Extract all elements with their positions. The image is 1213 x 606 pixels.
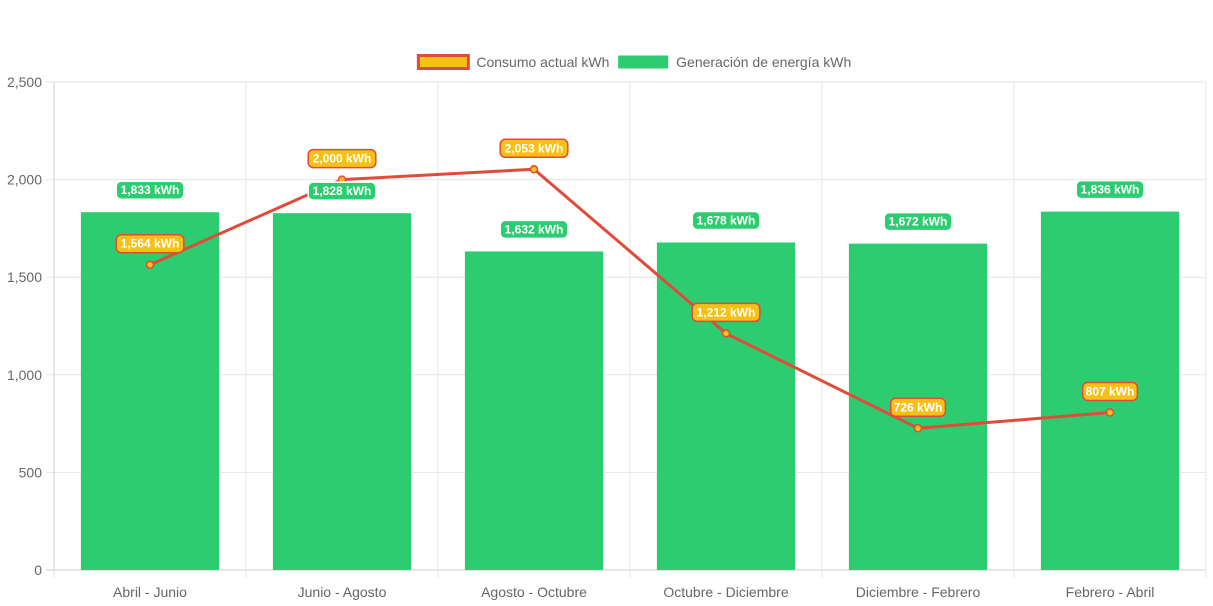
line-point[interactable]: [913, 424, 923, 433]
bar-data-label: 1,672 kWh: [883, 211, 953, 232]
x-axis: Abril - Junio Junio - Agosto Agosto - Octu…: [113, 584, 1154, 600]
line-point[interactable]: [529, 165, 539, 174]
y-tick-label: 1,000: [7, 367, 42, 383]
line-point[interactable]: [145, 260, 155, 269]
line-data-label-text: 726 kWh: [894, 400, 943, 414]
bar-data-label-text: 1,632 kWh: [505, 222, 564, 236]
y-tick-label: 0: [34, 562, 42, 578]
legend-label: Generación de energía kWh: [676, 54, 851, 70]
y-tick-label: 1,500: [7, 269, 42, 285]
line-data-label-box: [691, 302, 761, 323]
line-data-label: 1,212 kWh: [691, 302, 761, 323]
x-tick-label: Abril - Junio: [113, 584, 187, 600]
bar-data-label-box: [499, 219, 569, 240]
y-tick-label: 2,000: [7, 172, 42, 188]
line-data-label: 807 kWh: [1081, 381, 1139, 402]
bar-data-label: 1,632 kWh: [499, 219, 569, 240]
line-data-label-text: 1,564 kWh: [121, 237, 180, 251]
line-point[interactable]: [721, 329, 731, 338]
bar-data-label: 1,833 kWh: [115, 180, 185, 200]
y-tick-label: 2,500: [7, 74, 42, 90]
bar-data-label-box: [307, 181, 377, 201]
x-tick-label: Junio - Agosto: [298, 584, 387, 600]
legend-swatch: [416, 54, 470, 70]
data-labels: 1,833 kWh 1,828 kWh 1,632 kWh 1,678 kWh 1,67…: [115, 138, 1145, 418]
bar-data-label: 1,828 kWh: [307, 181, 377, 201]
legend-item[interactable]: Consumo actual kWh: [416, 54, 609, 70]
line-data-label-text: 1,212 kWh: [697, 305, 756, 319]
bar-data-label-box: [883, 211, 953, 232]
x-tick-label: Febrero - Abril: [1066, 584, 1155, 600]
bar-data-label-text: 1,672 kWh: [889, 215, 948, 229]
line-point[interactable]: [1105, 408, 1115, 417]
bar-data-label-text: 1,833 kWh: [121, 183, 180, 197]
line-data-label-text: 2,053 kWh: [505, 141, 564, 155]
line-data-label-box: [499, 138, 569, 159]
bar[interactable]: [656, 242, 796, 570]
x-tick-label: Diciembre - Febrero: [856, 584, 981, 600]
y-axis: 0 500 1,000 1,500 2,000 2,500: [7, 74, 42, 578]
line-data-label: 1,564 kWh: [115, 233, 185, 254]
legend: Consumo actual kWh Generación de energía …: [416, 54, 851, 70]
bar-data-label: 1,678 kWh: [691, 210, 761, 231]
line-data-label-box: [1081, 381, 1139, 402]
line-data-label: 2,000 kWh: [307, 148, 377, 169]
line-data-label-box: [115, 233, 185, 254]
x-tick-label: Agosto - Octubre: [481, 584, 587, 600]
line-data-label-box: [307, 148, 377, 169]
line-data-label: 726 kWh: [889, 397, 947, 418]
bar[interactable]: [464, 251, 604, 570]
bar[interactable]: [80, 212, 220, 570]
x-tick-label: Octubre - Diciembre: [663, 584, 788, 600]
line-data-label-text: 807 kWh: [1086, 384, 1135, 398]
bar-data-label-text: 1,836 kWh: [1081, 183, 1140, 197]
legend-swatch: [618, 55, 669, 69]
bar-data-label-box: [1075, 179, 1145, 200]
bar-data-label-text: 1,678 kWh: [697, 213, 756, 227]
line-data-label-box: [889, 397, 947, 418]
line-data-label: 2,053 kWh: [499, 138, 569, 159]
bar[interactable]: [272, 213, 412, 571]
bar-data-label-box: [115, 180, 185, 200]
grid: [46, 81, 1207, 578]
legend-item[interactable]: Generación de energía kWh: [618, 54, 851, 70]
bar-data-label: 1,836 kWh: [1075, 179, 1145, 200]
legend-label: Consumo actual kWh: [476, 54, 609, 70]
line-data-label-text: 2,000 kWh: [313, 152, 372, 166]
bar-data-label-text: 1,828 kWh: [313, 184, 372, 198]
bar-data-label-box: [691, 210, 761, 231]
y-tick-label: 500: [19, 464, 43, 480]
